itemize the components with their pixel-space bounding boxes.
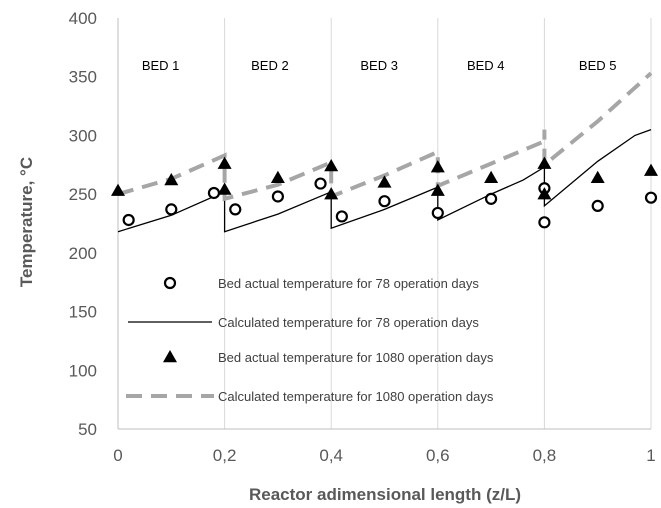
data-point-triangle — [590, 170, 605, 183]
gridlines — [224, 18, 652, 429]
data-point-circle — [229, 203, 242, 216]
data-point-triangle — [377, 175, 392, 188]
data-point-triangle — [430, 183, 445, 196]
y-tick-label: 300 — [69, 126, 97, 145]
y-tick-label: 100 — [69, 361, 97, 380]
data-point-circle — [538, 216, 551, 229]
data-point-circle — [314, 177, 327, 190]
legend-item: Bed actual temperature for 1080 operatio… — [163, 350, 494, 365]
y-tick-labels: 50 100 150 200 250 300 350 400 — [69, 9, 97, 439]
bed-label: BED 3 — [360, 58, 398, 73]
bed-label: BED 1 — [142, 58, 180, 73]
bed-label: BED 5 — [579, 58, 617, 73]
data-point-circle — [163, 276, 177, 290]
data-point-triangle — [217, 182, 232, 195]
data-point-triangle — [324, 158, 339, 172]
legend-item: Calculated temperature for 78 operation … — [128, 315, 479, 330]
y-tick-label: 350 — [69, 68, 97, 87]
legend-item: Calculated temperature for 1080 operatio… — [126, 389, 494, 404]
axes — [117, 18, 651, 430]
series-points-1080-days — [111, 156, 658, 200]
x-tick-labels: 0 0,2 0,4 0,6 0,8 1 — [113, 446, 655, 465]
legend-label: Calculated temperature for 78 operation … — [218, 315, 479, 330]
data-series — [111, 71, 658, 233]
data-point-circle — [378, 195, 391, 208]
legend-label: Bed actual temperature for 78 operation … — [218, 276, 479, 291]
data-point-triangle — [270, 170, 285, 183]
data-point-circle — [271, 190, 284, 203]
data-point-triangle — [217, 156, 232, 169]
series-points-78-days — [122, 177, 658, 229]
data-point-circle — [335, 210, 348, 223]
x-tick-label: 0,4 — [319, 446, 343, 465]
x-tick-label: 0,6 — [426, 446, 450, 465]
x-tick-label: 0,2 — [213, 446, 237, 465]
data-point-triangle — [163, 350, 177, 363]
y-tick-label: 200 — [69, 244, 97, 263]
data-point-triangle — [324, 187, 339, 200]
legend-label: Calculated temperature for 1080 operatio… — [218, 389, 494, 404]
series-line-1080-days — [117, 71, 653, 202]
legend-label: Bed actual temperature for 1080 operatio… — [218, 350, 494, 365]
data-point-circle — [431, 206, 444, 220]
data-point-circle — [207, 186, 221, 200]
data-point-triangle — [537, 156, 552, 169]
data-point-triangle — [644, 163, 658, 176]
y-tick-label: 250 — [69, 185, 97, 204]
data-point-triangle — [111, 183, 125, 196]
data-point-circle — [122, 213, 135, 227]
y-tick-label: 150 — [69, 303, 97, 322]
legend-item: Bed actual temperature for 78 operation … — [163, 276, 479, 291]
data-point-circle — [485, 192, 498, 205]
data-point-triangle — [537, 187, 552, 200]
bed-label: BED 4 — [467, 58, 505, 73]
x-tick-label: 0,8 — [533, 446, 557, 465]
y-axis-title: Temperature, °C — [17, 157, 36, 287]
y-tick-label: 400 — [69, 9, 97, 28]
data-point-circle — [591, 199, 604, 212]
data-point-triangle — [164, 173, 179, 186]
x-tick-label: 1 — [646, 446, 655, 465]
x-axis-title: Reactor adimensional length (z/L) — [249, 485, 521, 504]
x-tick-label: 0 — [113, 446, 122, 465]
data-point-circle — [644, 191, 658, 204]
data-point-circle — [165, 203, 178, 216]
data-point-triangle — [430, 160, 445, 173]
y-tick-label: 50 — [78, 420, 97, 439]
legend: Bed actual temperature for 78 operation … — [126, 276, 494, 404]
data-point-triangle — [484, 170, 499, 183]
bed-labels: BED 1 BED 2 BED 3 BED 4 BED 5 — [142, 58, 617, 73]
bed-label: BED 2 — [251, 58, 289, 73]
